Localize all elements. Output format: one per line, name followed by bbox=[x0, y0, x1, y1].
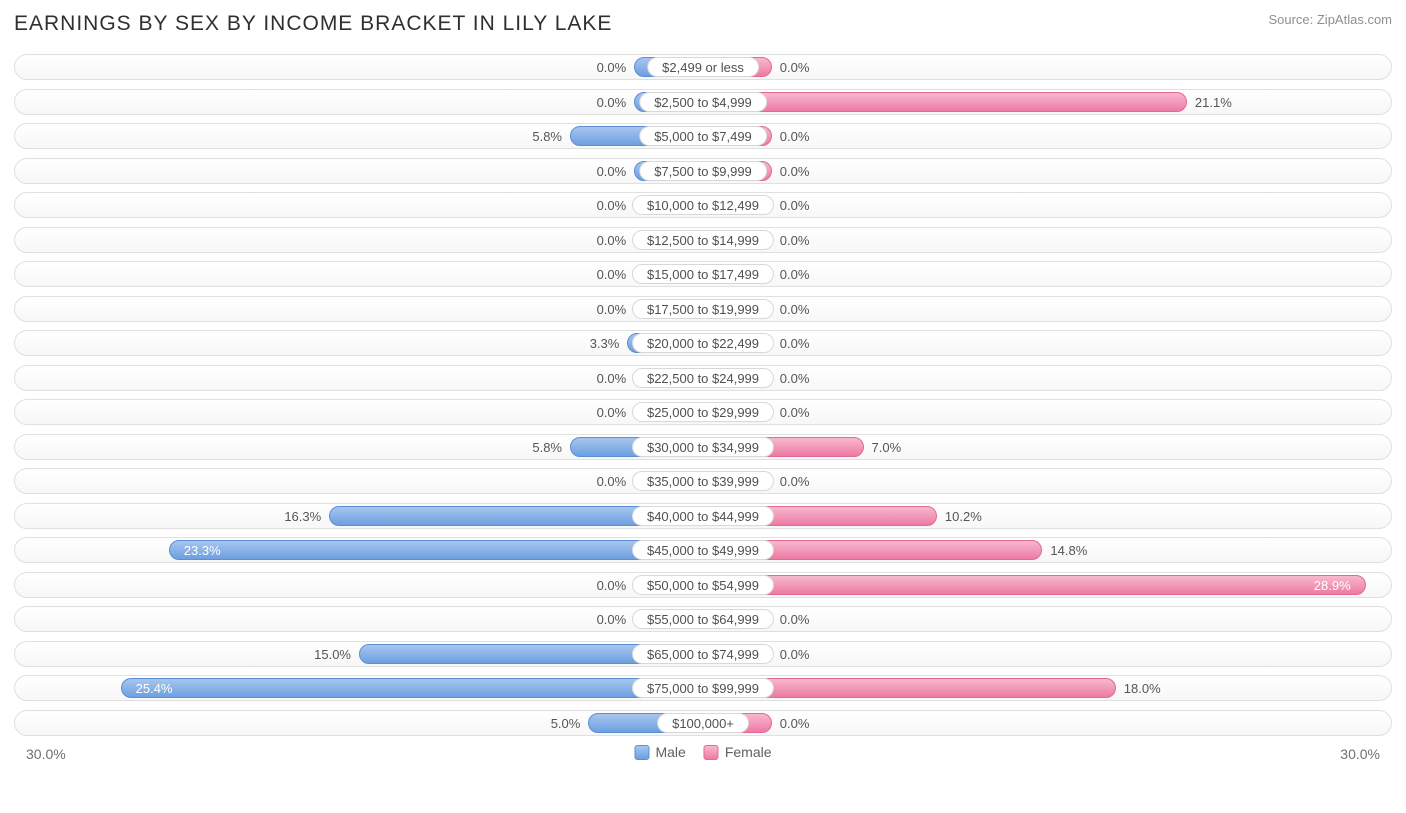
bracket-label: $65,000 to $74,999 bbox=[632, 644, 774, 664]
male-bar bbox=[121, 678, 704, 698]
female-value-label: 0.0% bbox=[780, 331, 810, 357]
female-value-label: 21.1% bbox=[1195, 90, 1232, 116]
chart-title: EARNINGS BY SEX BY INCOME BRACKET IN LIL… bbox=[14, 12, 612, 36]
male-value-label: 0.0% bbox=[597, 228, 627, 254]
male-value-label: 23.3% bbox=[184, 538, 221, 564]
male-value-label: 0.0% bbox=[597, 297, 627, 323]
bracket-label: $2,499 or less bbox=[647, 57, 759, 77]
bracket-label: $5,000 to $7,499 bbox=[639, 126, 767, 146]
male-value-label: 5.8% bbox=[532, 124, 562, 150]
bracket-label: $45,000 to $49,999 bbox=[632, 540, 774, 560]
female-value-label: 0.0% bbox=[780, 193, 810, 219]
bracket-label: $25,000 to $29,999 bbox=[632, 402, 774, 422]
bracket-label: $2,500 to $4,999 bbox=[639, 92, 767, 112]
bracket-label: $35,000 to $39,999 bbox=[632, 471, 774, 491]
female-value-label: 10.2% bbox=[945, 504, 982, 530]
female-bar bbox=[703, 575, 1366, 595]
chart-source: Source: ZipAtlas.com bbox=[1268, 12, 1392, 27]
bar-row: 25.4% 18.0% $75,000 to $99,999 bbox=[14, 675, 1392, 701]
female-value-label: 0.0% bbox=[780, 159, 810, 185]
legend-label-female: Female bbox=[725, 744, 772, 760]
female-value-label: 7.0% bbox=[872, 435, 902, 461]
swatch-male bbox=[634, 745, 649, 760]
male-value-label: 0.0% bbox=[597, 90, 627, 116]
bracket-label: $100,000+ bbox=[657, 713, 749, 733]
bracket-label: $22,500 to $24,999 bbox=[632, 368, 774, 388]
bracket-label: $10,000 to $12,499 bbox=[632, 195, 774, 215]
bracket-label: $12,500 to $14,999 bbox=[632, 230, 774, 250]
bar-row: 0.0%0.0%$35,000 to $39,999 bbox=[14, 468, 1392, 494]
bar-row: 15.0% 0.0% $65,000 to $74,999 bbox=[14, 641, 1392, 667]
bar-row: 5.8% 0.0% $5,000 to $7,499 bbox=[14, 123, 1392, 149]
female-value-label: 18.0% bbox=[1124, 676, 1161, 702]
female-bar bbox=[703, 92, 1187, 112]
bar-row: 0.0%0.0%$15,000 to $17,499 bbox=[14, 261, 1392, 287]
bar-row: 0.0% 0.0% $7,500 to $9,999 bbox=[14, 158, 1392, 184]
female-value-label: 0.0% bbox=[780, 228, 810, 254]
male-value-label: 0.0% bbox=[597, 262, 627, 288]
bar-row: 16.3% 10.2% $40,000 to $44,999 bbox=[14, 503, 1392, 529]
bar-row: 0.0%0.0%$22,500 to $24,999 bbox=[14, 365, 1392, 391]
bar-row: 5.0% 0.0% $100,000+ bbox=[14, 710, 1392, 736]
legend-item-female: Female bbox=[704, 744, 772, 760]
male-value-label: 3.3% bbox=[590, 331, 620, 357]
female-value-label: 0.0% bbox=[780, 262, 810, 288]
male-value-label: 0.0% bbox=[597, 607, 627, 633]
bar-row: 0.0%0.0%$55,000 to $64,999 bbox=[14, 606, 1392, 632]
bracket-label: $7,500 to $9,999 bbox=[639, 161, 767, 181]
bracket-label: $50,000 to $54,999 bbox=[632, 575, 774, 595]
female-value-label: 14.8% bbox=[1050, 538, 1087, 564]
legend-label-male: Male bbox=[655, 744, 685, 760]
bracket-label: $17,500 to $19,999 bbox=[632, 299, 774, 319]
male-value-label: 0.0% bbox=[597, 400, 627, 426]
chart-rows: 0.0% 0.0% $2,499 or less 0.0% 21.1% $2,500 to… bbox=[14, 54, 1392, 736]
bar-row: 23.3% 14.8% $45,000 to $49,999 bbox=[14, 537, 1392, 563]
bracket-label: $75,000 to $99,999 bbox=[632, 678, 774, 698]
male-value-label: 0.0% bbox=[597, 159, 627, 185]
chart-footer: 30.0% Male Female 30.0% bbox=[14, 744, 1392, 768]
bar-row: 0.0% 21.1% $2,500 to $4,999 bbox=[14, 89, 1392, 115]
chart-container: EARNINGS BY SEX BY INCOME BRACKET IN LIL… bbox=[0, 0, 1406, 813]
bracket-label: $40,000 to $44,999 bbox=[632, 506, 774, 526]
bar-row: 0.0% 28.9% $50,000 to $54,999 bbox=[14, 572, 1392, 598]
male-value-label: 0.0% bbox=[597, 55, 627, 81]
female-value-label: 0.0% bbox=[780, 124, 810, 150]
bar-row: 0.0%0.0%$17,500 to $19,999 bbox=[14, 296, 1392, 322]
chart-header: EARNINGS BY SEX BY INCOME BRACKET IN LIL… bbox=[14, 12, 1392, 36]
axis-max-right: 30.0% bbox=[1340, 746, 1380, 762]
bar-row: 0.0%0.0%$25,000 to $29,999 bbox=[14, 399, 1392, 425]
female-value-label: 28.9% bbox=[1314, 573, 1351, 599]
female-value-label: 0.0% bbox=[780, 711, 810, 737]
female-value-label: 0.0% bbox=[780, 642, 810, 668]
bar-row: 0.0%0.0%$10,000 to $12,499 bbox=[14, 192, 1392, 218]
female-value-label: 0.0% bbox=[780, 297, 810, 323]
male-value-label: 0.0% bbox=[597, 573, 627, 599]
male-value-label: 0.0% bbox=[597, 193, 627, 219]
bracket-label: $30,000 to $34,999 bbox=[632, 437, 774, 457]
bar-row: 3.3% 0.0% $20,000 to $22,499 bbox=[14, 330, 1392, 356]
bracket-label: $20,000 to $22,499 bbox=[632, 333, 774, 353]
male-value-label: 25.4% bbox=[136, 676, 173, 702]
legend-item-male: Male bbox=[634, 744, 685, 760]
bar-row: 0.0% 0.0% $2,499 or less bbox=[14, 54, 1392, 80]
female-value-label: 0.0% bbox=[780, 366, 810, 392]
bracket-label: $15,000 to $17,499 bbox=[632, 264, 774, 284]
female-value-label: 0.0% bbox=[780, 607, 810, 633]
male-value-label: 0.0% bbox=[597, 469, 627, 495]
bar-row: 5.8% 7.0% $30,000 to $34,999 bbox=[14, 434, 1392, 460]
male-value-label: 5.0% bbox=[551, 711, 581, 737]
male-value-label: 0.0% bbox=[597, 366, 627, 392]
female-value-label: 0.0% bbox=[780, 400, 810, 426]
male-bar bbox=[169, 540, 703, 560]
bar-row: 0.0%0.0%$12,500 to $14,999 bbox=[14, 227, 1392, 253]
male-value-label: 15.0% bbox=[314, 642, 351, 668]
male-value-label: 16.3% bbox=[284, 504, 321, 530]
legend: Male Female bbox=[634, 744, 771, 760]
swatch-female bbox=[704, 745, 719, 760]
male-value-label: 5.8% bbox=[532, 435, 562, 461]
bracket-label: $55,000 to $64,999 bbox=[632, 609, 774, 629]
axis-max-left: 30.0% bbox=[26, 746, 66, 762]
female-value-label: 0.0% bbox=[780, 469, 810, 495]
female-value-label: 0.0% bbox=[780, 55, 810, 81]
